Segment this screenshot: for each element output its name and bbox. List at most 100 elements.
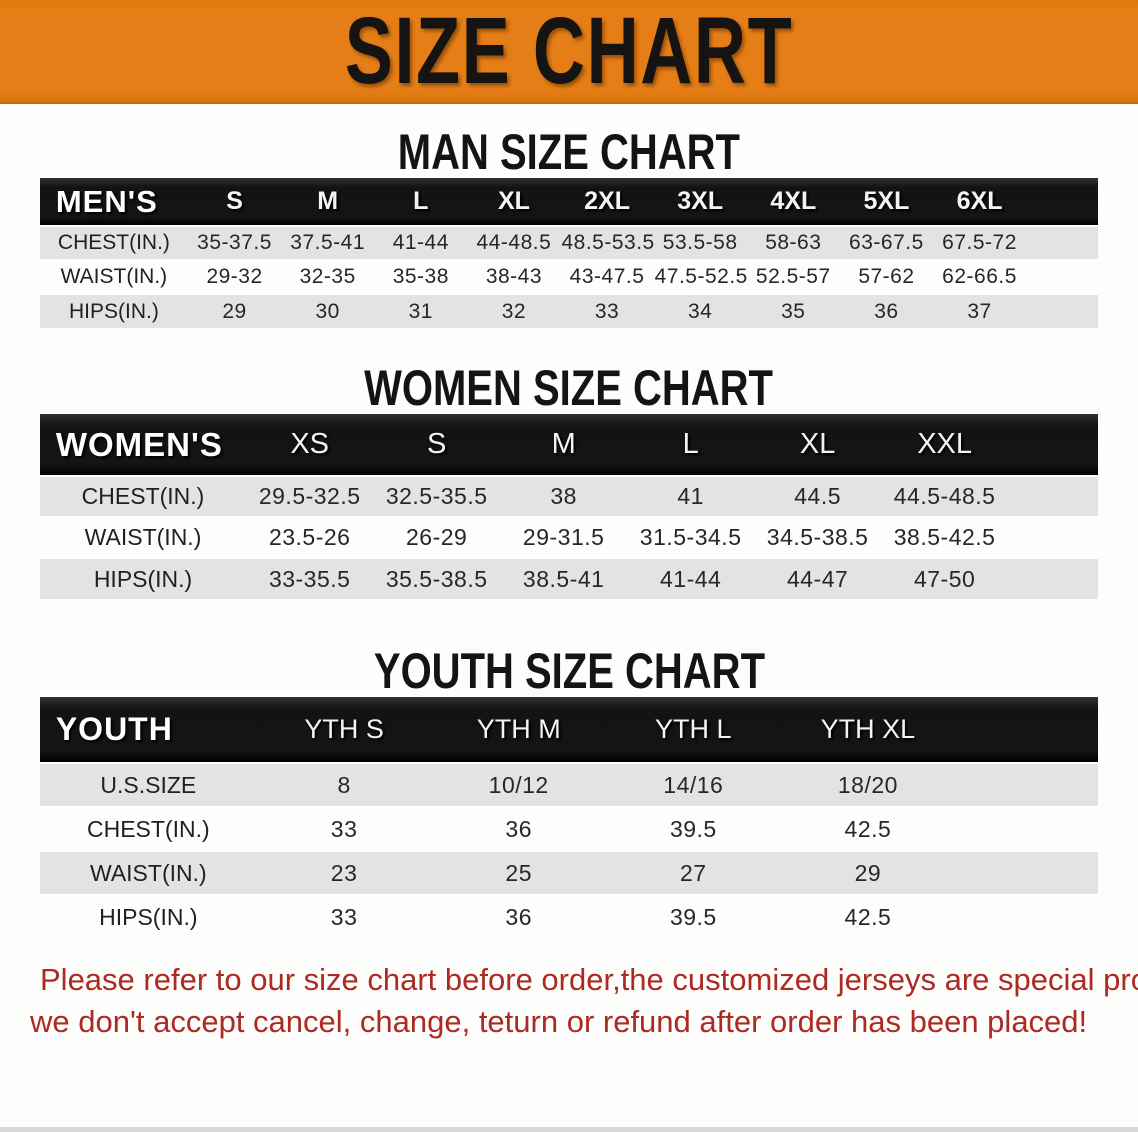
measurement-value: 58-63 (765, 231, 822, 254)
men-section-heading-text: MAN SIZE CHART (397, 124, 741, 180)
measurement-value: 39.5 (669, 904, 717, 930)
measurement-value: 42.5 (844, 815, 892, 842)
measurement-value: 38 (550, 483, 577, 509)
table-group-label: YOUTH (39, 697, 257, 763)
size-table-header-row: WOMEN'S XS S M L XL XXL (39, 414, 1099, 476)
measurement-value: 14/16 (663, 771, 724, 798)
measurement-value: 33-35.5 (268, 565, 351, 592)
youth-section-heading-text: YOUTH SIZE CHART (373, 643, 765, 699)
measurement-value: 62-66.5 (942, 265, 1017, 288)
measurement-label: WAIST(IN.) (89, 859, 207, 886)
measurement-value: 35.5-38.5 (385, 565, 488, 592)
size-table-header-row: MEN'S S M L XL 2XL 3XL 4XL 5XL 6XL (39, 178, 1099, 226)
men-size-table: MEN'S S M L XL 2XL 3XL 4XL 5XL 6XL CHEST(IN.) 35-37… (39, 178, 1099, 328)
measurement-row: HIPS(IN.) 29 30 31 32 33 34 35 36 37 (39, 294, 1099, 328)
youth-size-table: YOUTH YTH S YTH M YTH L YTH XL U.S.SIZE 8 10/12… (39, 697, 1099, 939)
measurement-value: 47-50 (913, 565, 976, 592)
measurement-row: WAIST(IN.) 23.5-26 26-29 29-31.5 31.5-34.5 34… (39, 517, 1099, 558)
measurement-value: 41-44 (659, 565, 722, 592)
size-table-header-row: YOUTH YTH S YTH M YTH L YTH XL (39, 697, 1099, 763)
women-section-heading: WOMEN SIZE CHART (0, 362, 1138, 414)
measurement-value: 38-43 (485, 265, 543, 288)
disclaimer: Please refer to our size chart before or… (0, 959, 1138, 1043)
women-section-heading-text: WOMEN SIZE CHART (364, 360, 774, 416)
size-column-header: XL (754, 414, 882, 476)
size-column-header: S (187, 178, 282, 226)
size-column-header: M (281, 178, 375, 226)
size-column-header: M (500, 414, 628, 476)
row-spacer (1026, 260, 1098, 294)
measurement-row: CHEST(IN.) 35-37.5 37.5-41 41-44 44-48.5 48.5… (39, 226, 1099, 260)
men-section-heading: MAN SIZE CHART (0, 126, 1138, 178)
measurement-value: 29 (854, 859, 882, 886)
measurement-label: CHEST(IN.) (57, 231, 170, 254)
measurement-row: HIPS(IN.) 33-35.5 35.5-38.5 38.5-41 41-44 44-… (39, 558, 1099, 599)
youth-section-heading: YOUTH SIZE CHART (0, 645, 1138, 697)
size-column-header: YTH S (256, 697, 432, 763)
measurement-value: 27 (680, 859, 707, 886)
size-column-header: S (373, 414, 501, 476)
measurement-value: 18/20 (837, 771, 898, 798)
measurement-value: 23.5-26 (268, 524, 351, 550)
measurement-value: 38.5-41 (522, 565, 605, 592)
measurement-value: 38.5-42.5 (893, 524, 996, 550)
row-spacer (955, 851, 1098, 895)
disclaimer-line-1: Please refer to our size chart before or… (40, 962, 1138, 997)
size-column-header: L (627, 414, 755, 476)
measurement-row: HIPS(IN.) 33 36 39.5 42.5 (39, 895, 1099, 939)
measurement-label: CHEST(IN.) (86, 815, 210, 842)
size-column-header: 3XL (653, 178, 747, 226)
measurement-row: WAIST(IN.) 23 25 27 29 (39, 851, 1099, 895)
measurement-row: CHEST(IN.) 29.5-32.5 32.5-35.5 38 41 44.5 44.5… (39, 476, 1099, 517)
measurement-value: 32-35 (299, 265, 356, 288)
row-spacer (955, 807, 1098, 851)
measurement-value: 48.5-53.5 (561, 231, 655, 254)
measurement-value: 37.5-41 (290, 231, 366, 254)
size-column-header: XS (246, 414, 374, 476)
header-spacer (955, 697, 1099, 763)
measurement-label: WAIST(IN.) (60, 265, 168, 288)
women-size-table: WOMEN'S XS S M L XL XXL CHEST(IN.) 29.5-32.5 32.5… (39, 414, 1099, 599)
measurement-value: 53.5-58 (662, 231, 738, 254)
measurement-value: 32.5-35.5 (385, 483, 488, 509)
measurement-row: CHEST(IN.) 33 36 39.5 42.5 (39, 807, 1099, 851)
measurement-value: 35-38 (392, 265, 449, 288)
measurement-value: 31 (408, 299, 433, 323)
bottom-edge-strip (0, 1127, 1138, 1132)
row-spacer (1008, 558, 1098, 599)
measurement-value: 33 (330, 815, 358, 842)
measurement-value: 31.5-34.5 (639, 524, 742, 550)
measurement-value: 29-32 (206, 265, 263, 288)
measurement-row: U.S.SIZE 8 10/12 14/16 18/20 (39, 763, 1099, 807)
measurement-value: 35-37.5 (197, 231, 272, 254)
table-group-label: WOMEN'S (39, 414, 247, 476)
measurement-label: HIPS(IN.) (93, 565, 193, 592)
measurement-value: 33 (594, 299, 620, 323)
size-column-header: 5XL (839, 178, 933, 226)
size-column-header: YTH XL (780, 697, 956, 763)
measurement-value: 29.5-32.5 (258, 483, 361, 509)
row-spacer (955, 763, 1098, 807)
measurement-label: HIPS(IN.) (99, 904, 198, 930)
row-spacer (1008, 517, 1098, 558)
size-column-header: YTH M (431, 697, 607, 763)
size-chart-banner: SIZE CHART (0, 0, 1138, 104)
size-column-header: 2XL (560, 178, 654, 226)
measurement-value: 33 (330, 904, 358, 930)
measurement-value: 44.5 (794, 483, 842, 509)
measurement-value: 29 (222, 299, 247, 323)
measurement-value: 43-47.5 (569, 265, 645, 288)
header-spacer (1008, 414, 1099, 476)
measurement-value: 36 (505, 904, 532, 930)
measurement-value: 34.5-38.5 (766, 524, 869, 550)
measurement-value: 26-29 (406, 524, 468, 550)
measurement-label: U.S.SIZE (100, 771, 197, 798)
measurement-value: 47.5-52.5 (654, 265, 748, 288)
measurement-label: WAIST(IN.) (84, 524, 202, 550)
measurement-value: 39.5 (669, 815, 717, 842)
measurement-value: 10/12 (488, 771, 549, 798)
measurement-value: 34 (687, 299, 713, 323)
header-spacer (1026, 178, 1099, 226)
size-column-header: L (374, 178, 468, 226)
disclaimer-line-2: we don't accept cancel, change, teturn o… (30, 1004, 1088, 1039)
